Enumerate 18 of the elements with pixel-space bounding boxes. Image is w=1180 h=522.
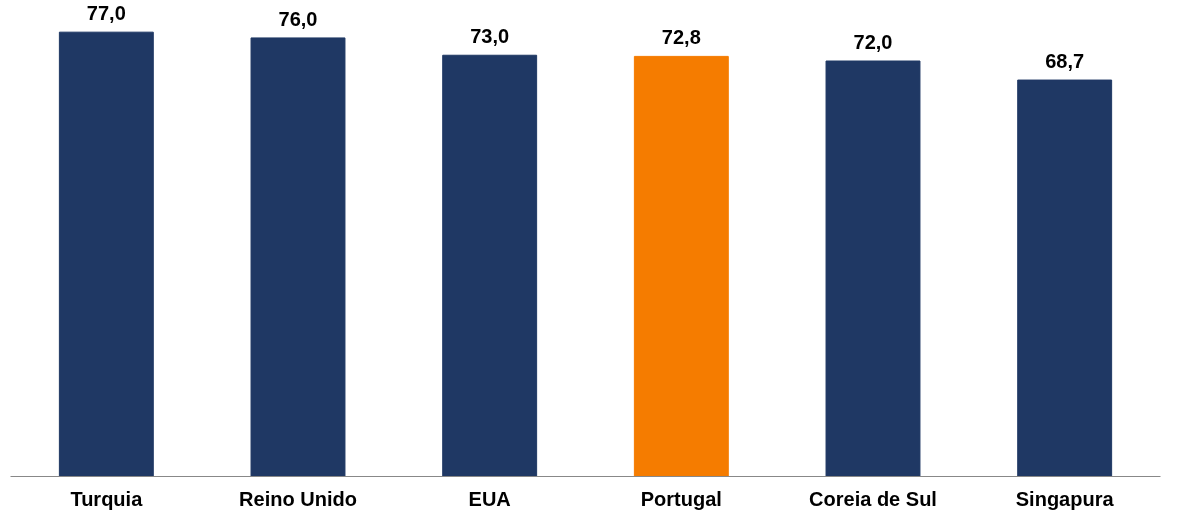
- x-tick-label: Coreia de Sul: [809, 487, 937, 510]
- x-tick-label: EUA: [468, 487, 511, 510]
- x-tick-label: Turquia: [70, 487, 144, 510]
- bar: [825, 60, 921, 477]
- data-label: 73,0: [470, 25, 510, 48]
- data-label: 77,0: [86, 2, 126, 25]
- data-label: 72,8: [661, 26, 701, 49]
- bar: [250, 37, 346, 477]
- x-tick-label: Portugal: [640, 487, 722, 510]
- bar: [633, 55, 729, 477]
- data-label: 76,0: [278, 7, 318, 30]
- x-tick-label: Singapura: [1015, 487, 1115, 510]
- data-label: 72,0: [853, 31, 893, 54]
- x-tick-label: Reino Unido: [239, 487, 357, 510]
- data-label: 68,7: [1045, 50, 1085, 73]
- bar: [58, 31, 154, 477]
- bar: [1017, 79, 1113, 477]
- bar: [442, 54, 538, 477]
